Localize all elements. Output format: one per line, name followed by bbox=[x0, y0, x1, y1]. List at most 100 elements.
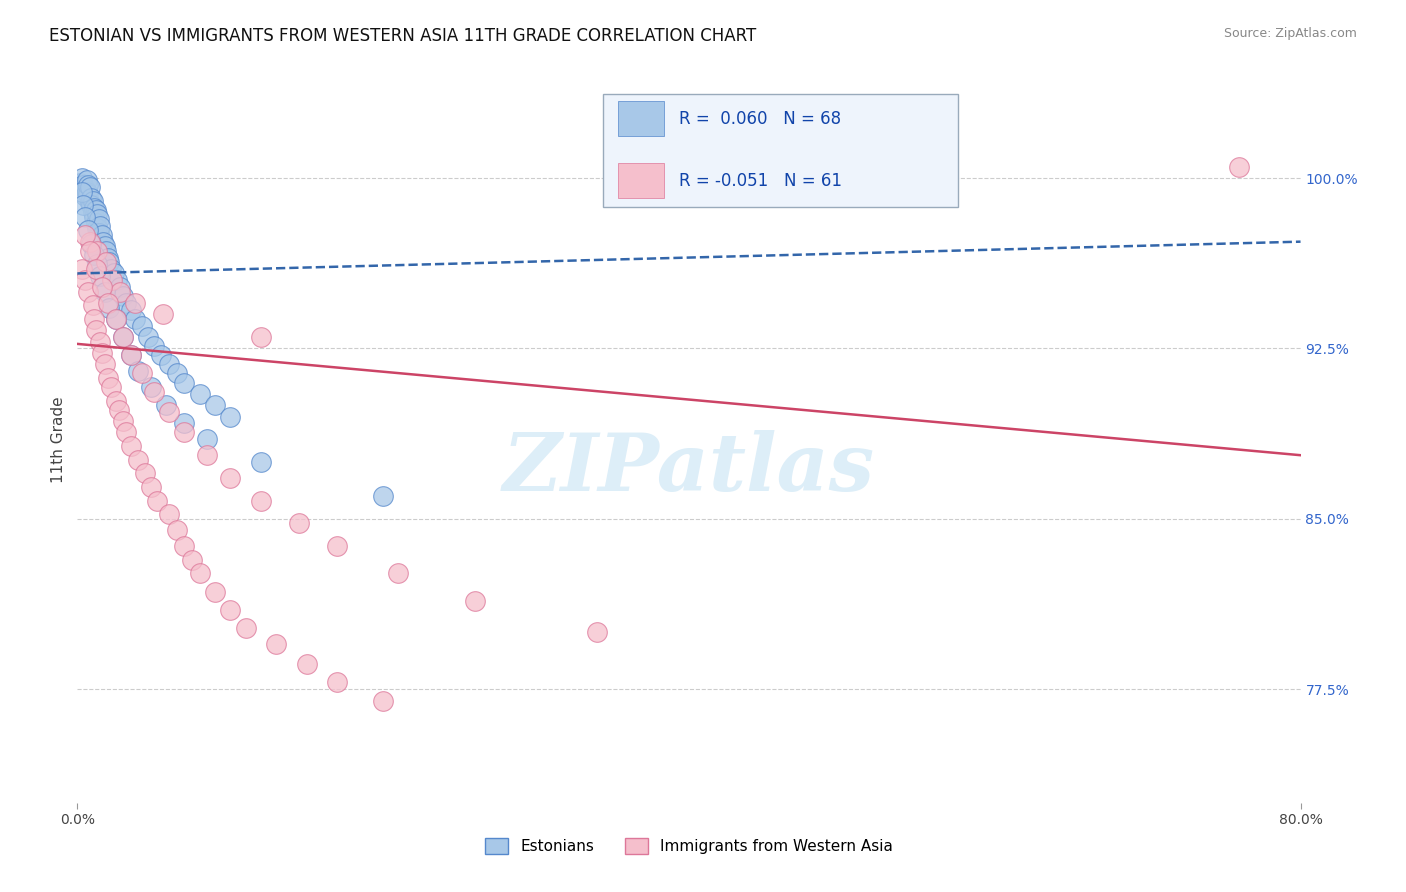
Point bbox=[72, 178, 94, 192]
Point bbox=[79, 244, 101, 258]
Point bbox=[104, 393, 127, 408]
Point bbox=[70, 171, 93, 186]
Point bbox=[155, 398, 177, 412]
Point bbox=[586, 625, 609, 640]
Point bbox=[87, 226, 110, 240]
Point bbox=[219, 409, 242, 424]
Point bbox=[86, 257, 108, 271]
Point bbox=[326, 675, 349, 690]
Point bbox=[146, 493, 169, 508]
Point bbox=[84, 261, 107, 276]
Point bbox=[120, 439, 142, 453]
Point bbox=[77, 186, 100, 201]
Point bbox=[204, 584, 226, 599]
Point bbox=[76, 173, 98, 187]
Point bbox=[84, 217, 107, 231]
Point bbox=[98, 301, 121, 315]
Point bbox=[108, 285, 131, 299]
Point bbox=[204, 398, 226, 412]
Point bbox=[181, 552, 204, 566]
Point bbox=[84, 202, 107, 217]
Point bbox=[131, 367, 153, 381]
FancyBboxPatch shape bbox=[619, 102, 665, 136]
Point bbox=[120, 302, 142, 317]
Point bbox=[124, 312, 146, 326]
Point bbox=[80, 236, 103, 251]
Y-axis label: 11th Grade: 11th Grade bbox=[51, 396, 66, 483]
Point bbox=[86, 207, 108, 221]
Point bbox=[105, 273, 128, 287]
Point bbox=[150, 348, 173, 362]
Point bbox=[250, 330, 273, 344]
Point bbox=[127, 364, 149, 378]
Point bbox=[157, 508, 180, 522]
Point bbox=[79, 180, 101, 194]
Point bbox=[139, 380, 162, 394]
Point bbox=[77, 178, 100, 192]
Point bbox=[89, 268, 111, 283]
Point bbox=[173, 376, 195, 390]
Point bbox=[83, 312, 105, 326]
Point bbox=[89, 219, 111, 233]
Point bbox=[86, 221, 108, 235]
Point bbox=[120, 348, 142, 362]
Point bbox=[70, 261, 93, 276]
Point bbox=[195, 448, 218, 462]
Point bbox=[112, 330, 135, 344]
Point bbox=[83, 201, 105, 215]
Point bbox=[98, 255, 121, 269]
FancyBboxPatch shape bbox=[619, 163, 665, 198]
Point bbox=[77, 223, 100, 237]
Point bbox=[173, 417, 195, 431]
Point bbox=[112, 330, 135, 344]
FancyBboxPatch shape bbox=[603, 94, 957, 207]
Point bbox=[82, 298, 104, 312]
Point bbox=[326, 539, 349, 553]
Point bbox=[371, 489, 394, 503]
Point bbox=[166, 523, 188, 537]
Point bbox=[90, 280, 112, 294]
Point bbox=[94, 285, 117, 299]
Point bbox=[288, 516, 311, 531]
Point bbox=[96, 244, 118, 258]
Point bbox=[387, 566, 409, 581]
Point bbox=[120, 348, 142, 362]
Point bbox=[139, 480, 162, 494]
Point bbox=[134, 467, 156, 481]
Point bbox=[83, 248, 105, 262]
Point bbox=[112, 414, 135, 428]
Point bbox=[80, 198, 103, 212]
Point bbox=[115, 296, 138, 310]
Point bbox=[73, 189, 96, 203]
Point bbox=[104, 312, 127, 326]
Point bbox=[82, 194, 104, 208]
Point bbox=[136, 330, 159, 344]
Point bbox=[80, 192, 103, 206]
Point bbox=[195, 432, 218, 446]
Point bbox=[127, 452, 149, 467]
Point bbox=[157, 405, 180, 419]
Point bbox=[90, 227, 112, 242]
Point bbox=[250, 455, 273, 469]
Point bbox=[94, 357, 117, 371]
Point bbox=[142, 339, 165, 353]
Point bbox=[73, 210, 96, 224]
Point bbox=[131, 318, 153, 333]
Point bbox=[166, 367, 188, 381]
Point bbox=[115, 425, 138, 440]
Point bbox=[101, 273, 124, 287]
Point bbox=[97, 251, 120, 265]
Point bbox=[152, 307, 174, 321]
Point bbox=[83, 210, 105, 224]
Point bbox=[96, 255, 118, 269]
Point bbox=[142, 384, 165, 399]
Point bbox=[1229, 160, 1251, 174]
Text: R = -0.051   N = 61: R = -0.051 N = 61 bbox=[679, 171, 842, 189]
Text: ESTONIAN VS IMMIGRANTS FROM WESTERN ASIA 11TH GRADE CORRELATION CHART: ESTONIAN VS IMMIGRANTS FROM WESTERN ASIA… bbox=[49, 27, 756, 45]
Point bbox=[82, 205, 104, 219]
Point bbox=[235, 621, 257, 635]
Point bbox=[157, 357, 180, 371]
Point bbox=[94, 239, 117, 253]
Point bbox=[173, 539, 195, 553]
Text: R =  0.060   N = 68: R = 0.060 N = 68 bbox=[679, 110, 841, 128]
